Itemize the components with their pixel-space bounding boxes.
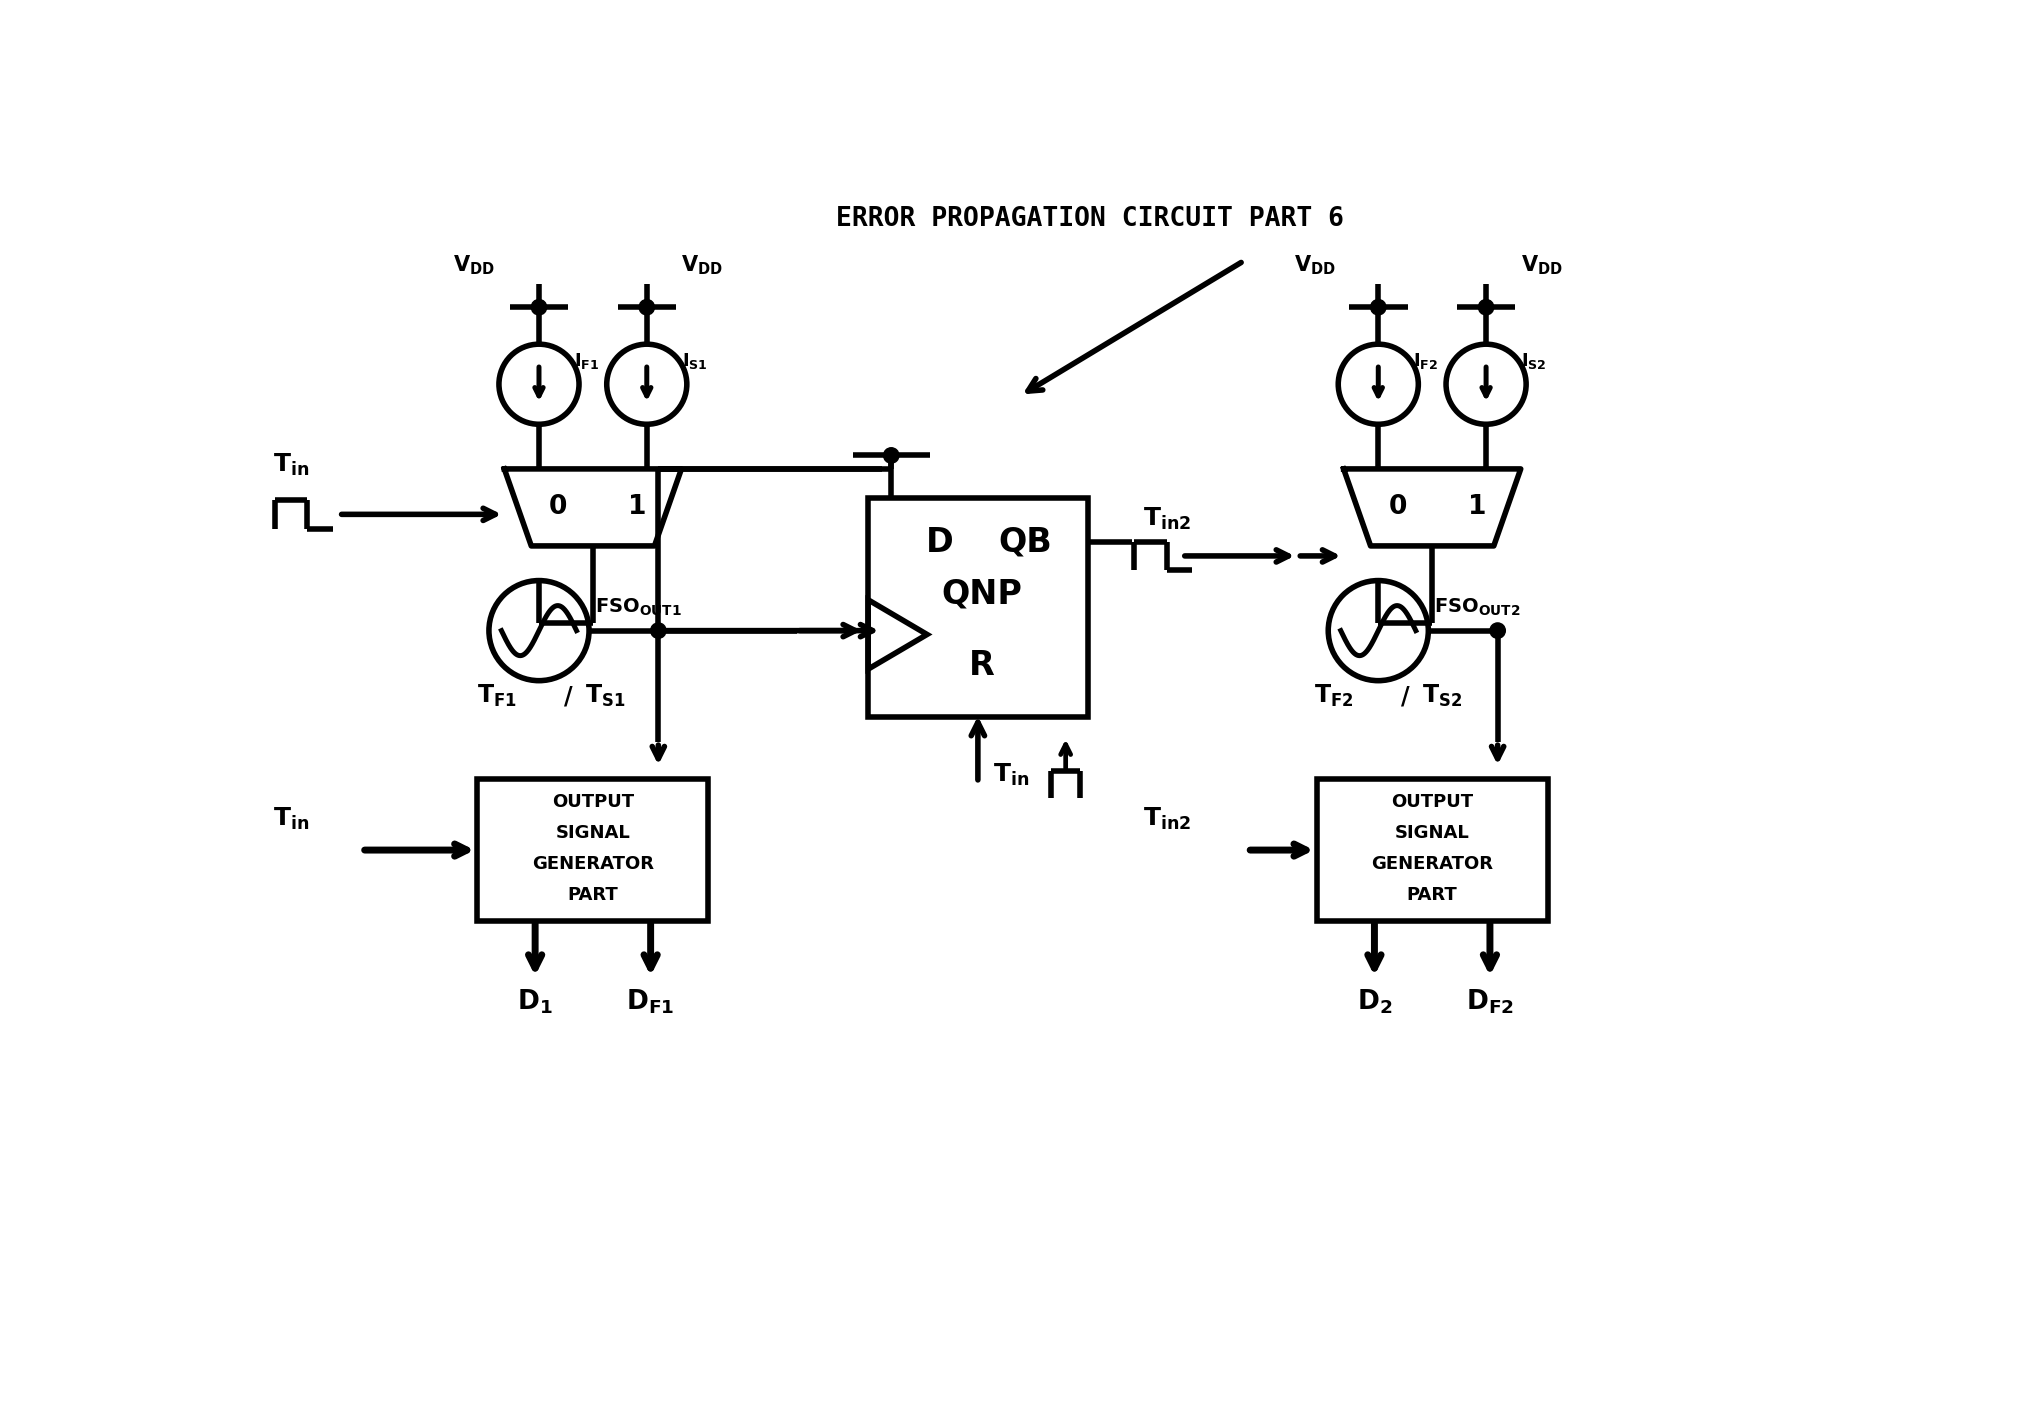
Text: $\mathbf{T_{S2}}$: $\mathbf{T_{S2}}$ bbox=[1422, 683, 1463, 709]
Text: $\mathbf{FSO_{OUT1}}$: $\mathbf{FSO_{OUT1}}$ bbox=[595, 597, 682, 618]
Text: $\mathbf{V_{DD}}$: $\mathbf{V_{DD}}$ bbox=[453, 252, 494, 277]
Text: 1: 1 bbox=[1467, 495, 1487, 520]
Text: QB: QB bbox=[999, 526, 1052, 559]
Text: $\mathbf{D_{F2}}$: $\mathbf{D_{F2}}$ bbox=[1467, 987, 1513, 1017]
Circle shape bbox=[532, 299, 546, 315]
Text: $\mathbf{V_{DD}}$: $\mathbf{V_{DD}}$ bbox=[1295, 252, 1335, 277]
Text: $\mathbf{T_{in}}$: $\mathbf{T_{in}}$ bbox=[273, 452, 310, 478]
Text: $\mathbf{D_2}$: $\mathbf{D_2}$ bbox=[1357, 987, 1392, 1017]
Text: $\mathbf{T_{F2}}$: $\mathbf{T_{F2}}$ bbox=[1315, 683, 1353, 709]
Text: PART: PART bbox=[568, 886, 619, 903]
Circle shape bbox=[884, 448, 898, 464]
Text: $\mathbf{T_{in}}$: $\mathbf{T_{in}}$ bbox=[273, 807, 310, 832]
Text: R: R bbox=[969, 649, 995, 682]
Text: $\mathbf{T_{F1}}$: $\mathbf{T_{F1}}$ bbox=[477, 683, 518, 709]
Circle shape bbox=[1489, 623, 1505, 638]
Text: $\mathbf{I_{F1}}$: $\mathbf{I_{F1}}$ bbox=[575, 352, 599, 372]
Text: SIGNAL: SIGNAL bbox=[556, 824, 631, 842]
Text: 0: 0 bbox=[548, 495, 566, 520]
Text: $\mathbf{V_{DD}}$: $\mathbf{V_{DD}}$ bbox=[682, 252, 722, 277]
Text: $\mathbf{I_{F2}}$: $\mathbf{I_{F2}}$ bbox=[1414, 352, 1438, 372]
Text: $\mathbf{I_{S1}}$: $\mathbf{I_{S1}}$ bbox=[682, 352, 708, 372]
Text: $\mathbf{D_1}$: $\mathbf{D_1}$ bbox=[518, 987, 552, 1017]
Text: 0: 0 bbox=[1388, 495, 1406, 520]
Text: $\mathbf{I_{S2}}$: $\mathbf{I_{S2}}$ bbox=[1521, 352, 1548, 372]
Text: ERROR PROPAGATION CIRCUIT PART 6: ERROR PROPAGATION CIRCUIT PART 6 bbox=[835, 206, 1343, 231]
Text: GENERATOR: GENERATOR bbox=[532, 855, 653, 873]
Text: 1: 1 bbox=[629, 495, 647, 520]
Bar bbox=[868, 498, 1088, 718]
Text: $\mathbf{T_{in2}}$: $\mathbf{T_{in2}}$ bbox=[1143, 807, 1192, 832]
Circle shape bbox=[1479, 299, 1493, 315]
Text: D: D bbox=[925, 526, 953, 559]
Text: OUTPUT: OUTPUT bbox=[552, 793, 633, 811]
Circle shape bbox=[1370, 299, 1386, 315]
Text: /: / bbox=[564, 683, 573, 708]
Text: $\mathbf{T_{in2}}$: $\mathbf{T_{in2}}$ bbox=[1143, 506, 1192, 532]
Text: $\mathbf{D_{F1}}$: $\mathbf{D_{F1}}$ bbox=[627, 987, 676, 1017]
Text: PART: PART bbox=[1406, 886, 1457, 903]
Text: OUTPUT: OUTPUT bbox=[1392, 793, 1473, 811]
Text: $\mathbf{T_{in}}$: $\mathbf{T_{in}}$ bbox=[993, 761, 1030, 788]
Text: QNP: QNP bbox=[941, 577, 1022, 610]
Bar bbox=[477, 778, 708, 922]
Text: GENERATOR: GENERATOR bbox=[1372, 855, 1493, 873]
Text: $\mathbf{V_{DD}}$: $\mathbf{V_{DD}}$ bbox=[1521, 252, 1562, 277]
Bar bbox=[1317, 778, 1548, 922]
Text: $\mathbf{FSO_{OUT2}}$: $\mathbf{FSO_{OUT2}}$ bbox=[1434, 597, 1521, 618]
Circle shape bbox=[651, 623, 666, 638]
Circle shape bbox=[639, 299, 655, 315]
Text: $\mathbf{T_{S1}}$: $\mathbf{T_{S1}}$ bbox=[585, 683, 625, 709]
Text: SIGNAL: SIGNAL bbox=[1394, 824, 1469, 842]
Text: /: / bbox=[1402, 683, 1410, 708]
